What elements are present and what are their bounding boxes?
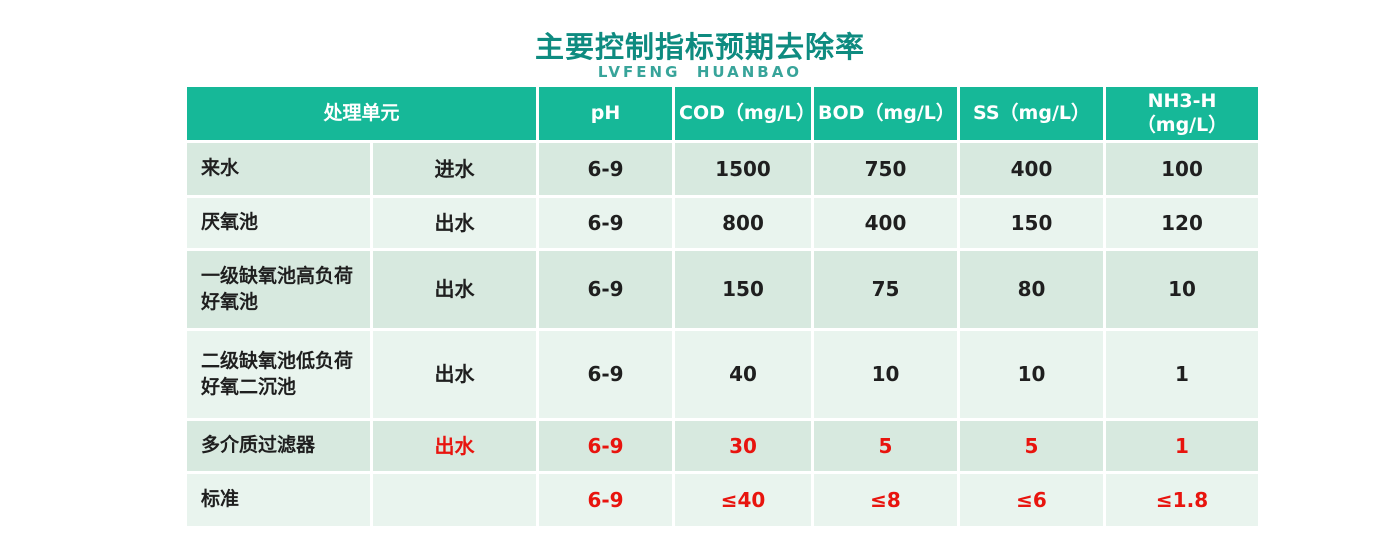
cell-ph: 6-9 — [539, 421, 673, 471]
cell-bod: 5 — [814, 421, 958, 471]
cell-cod: 1500 — [675, 143, 812, 195]
cell-cod: 30 — [675, 421, 812, 471]
table-row: 厌氧池 出水 6-9 800 400 150 120 — [187, 198, 1259, 248]
cell-bod: 400 — [814, 198, 958, 248]
cell-flow: 出水 — [373, 198, 537, 248]
cell-ph: 6-9 — [539, 474, 673, 526]
cell-ph: 6-9 — [539, 198, 673, 248]
cell-flow: 出水 — [373, 251, 537, 328]
cell-unit: 一级缺氧池高负荷好氧池 — [187, 251, 370, 328]
cell-nh3: 100 — [1106, 143, 1259, 195]
cell-ss: ≤6 — [960, 474, 1104, 526]
cell-bod: ≤8 — [814, 474, 958, 526]
cell-ss: 80 — [960, 251, 1104, 328]
header-nh3: NH3-H（mg/L） — [1106, 87, 1259, 140]
cell-unit: 多介质过滤器 — [187, 421, 370, 471]
cell-bod: 75 — [814, 251, 958, 328]
table-row: 二级缺氧池低负荷好氧二沉池 出水 6-9 40 10 10 1 — [187, 331, 1259, 418]
cell-unit: 标准 — [187, 474, 370, 526]
cell-nh3: 120 — [1106, 198, 1259, 248]
cell-unit: 二级缺氧池低负荷好氧二沉池 — [187, 331, 370, 418]
cell-nh3: 1 — [1106, 421, 1259, 471]
cell-flow — [373, 474, 537, 526]
cell-flow: 出水 — [373, 421, 537, 471]
table-row: 一级缺氧池高负荷好氧池 出水 6-9 150 75 80 10 — [187, 251, 1259, 328]
cell-cod: ≤40 — [675, 474, 812, 526]
cell-ss: 10 — [960, 331, 1104, 418]
indicator-table: 处理单元 pH COD（mg/L） BOD（mg/L） SS（mg/L） NH3… — [184, 84, 1261, 529]
page-title: 主要控制指标预期去除率 — [534, 30, 865, 64]
cell-flow: 出水 — [373, 331, 537, 418]
header-cod: COD（mg/L） — [675, 87, 815, 140]
cell-ph: 6-9 — [539, 143, 673, 195]
header-ph: pH — [539, 87, 673, 140]
cell-cod: 150 — [675, 251, 812, 328]
header-treatment-unit: 处理单元 — [187, 87, 537, 140]
cell-nh3: 1 — [1106, 331, 1259, 418]
cell-cod: 40 — [675, 331, 812, 418]
header-bod: BOD（mg/L） — [814, 87, 958, 140]
cell-bod: 750 — [814, 143, 958, 195]
cell-ss: 400 — [960, 143, 1104, 195]
cell-bod: 10 — [814, 331, 958, 418]
cell-ss: 5 — [960, 421, 1104, 471]
cell-nh3: 10 — [1106, 251, 1259, 328]
header-ss: SS（mg/L） — [960, 87, 1104, 140]
table-row: 来水 进水 6-9 1500 750 400 100 — [187, 143, 1259, 195]
page-subtitle: LVFENG HUANBAO — [597, 63, 803, 81]
table-row: 多介质过滤器 出水 6-9 30 5 5 1 — [187, 421, 1259, 471]
cell-ph: 6-9 — [539, 251, 673, 328]
header-row: 处理单元 pH COD（mg/L） BOD（mg/L） SS（mg/L） NH3… — [187, 87, 1259, 140]
cell-ph: 6-9 — [539, 331, 673, 418]
cell-flow: 进水 — [373, 143, 537, 195]
cell-cod: 800 — [675, 198, 812, 248]
cell-unit: 来水 — [187, 143, 370, 195]
cell-unit: 厌氧池 — [187, 198, 370, 248]
table-row: 标准 6-9 ≤40 ≤8 ≤6 ≤1.8 — [187, 474, 1259, 526]
cell-nh3: ≤1.8 — [1106, 474, 1259, 526]
cell-ss: 150 — [960, 198, 1104, 248]
